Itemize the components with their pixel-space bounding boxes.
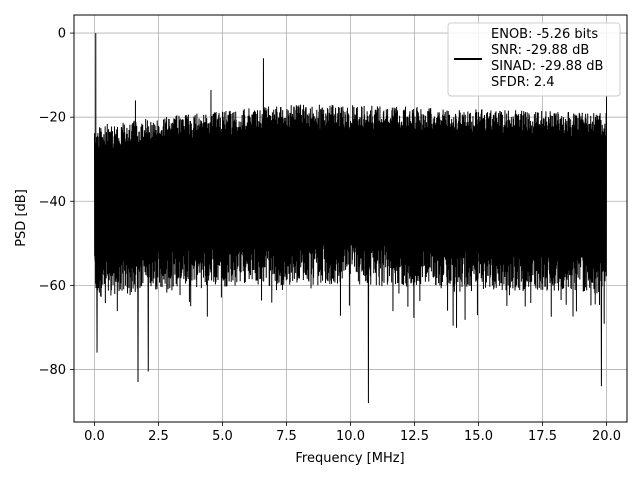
data-layer bbox=[93, 33, 608, 404]
y-axis-ticks: 0 −20 −40 −60 −80 bbox=[39, 27, 74, 378]
legend: ENOB: -5.26 bits SNR: -29.88 dB SINAD: -… bbox=[447, 22, 621, 97]
x-tick-label: 15.0 bbox=[464, 429, 493, 444]
x-tick-label: 20.0 bbox=[592, 429, 621, 444]
legend-line-enob: ENOB: -5.26 bits bbox=[491, 27, 598, 42]
y-tick-label: −20 bbox=[39, 111, 66, 126]
x-tick-label: 7.5 bbox=[276, 429, 297, 444]
x-axis-ticks: 0.0 2.5 5.0 7.5 10.0 12.5 15.0 17.5 20.0 bbox=[84, 422, 621, 444]
y-tick-label: −80 bbox=[39, 363, 66, 378]
x-tick-label: 12.5 bbox=[400, 429, 429, 444]
x-tick-label: 2.5 bbox=[148, 429, 169, 444]
legend-line-sfdr: SFDR: 2.4 bbox=[491, 75, 555, 90]
x-tick-label: 10.0 bbox=[336, 429, 365, 444]
legend-line-sinad: SINAD: -29.88 dB bbox=[491, 59, 603, 74]
psd-trace bbox=[93, 33, 608, 404]
y-tick-label: −40 bbox=[39, 195, 66, 210]
y-tick-label: 0 bbox=[58, 27, 66, 42]
x-axis-label: Frequency [MHz] bbox=[295, 451, 404, 466]
x-tick-label: 17.5 bbox=[528, 429, 557, 444]
y-axis-label: PSD [dB] bbox=[14, 189, 29, 247]
legend-box bbox=[447, 22, 621, 97]
x-tick-label: 5.0 bbox=[212, 429, 233, 444]
legend-line-snr: SNR: -29.88 dB bbox=[491, 43, 589, 58]
x-tick-label: 0.0 bbox=[84, 429, 105, 444]
y-tick-label: −60 bbox=[39, 279, 66, 294]
